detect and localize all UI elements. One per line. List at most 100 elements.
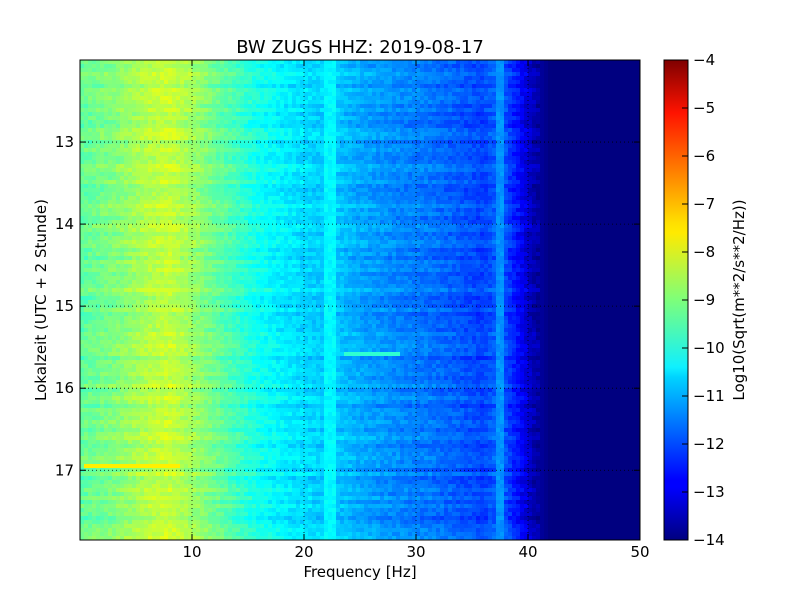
heatmap-cell: [428, 140, 433, 145]
heatmap-cell: [576, 136, 581, 141]
heatmap-cell: [592, 96, 597, 101]
heatmap-cell: [608, 144, 613, 149]
heatmap-cell: [160, 140, 165, 145]
heatmap-cell: [392, 180, 397, 185]
heatmap-cell: [420, 176, 425, 181]
heatmap-cell: [112, 188, 117, 193]
heatmap-cell: [496, 176, 501, 181]
heatmap-cell: [620, 108, 625, 113]
heatmap-cell: [516, 104, 521, 109]
heatmap-cell: [272, 72, 277, 77]
heatmap-cell: [368, 128, 373, 133]
heatmap-cell: [164, 116, 169, 121]
heatmap-cell: [556, 76, 561, 81]
heatmap-cell: [296, 88, 301, 93]
heatmap-cell: [256, 128, 261, 133]
heatmap-cell: [636, 124, 640, 129]
heatmap-cell: [604, 124, 609, 129]
heatmap-cell: [180, 108, 185, 113]
heatmap-cell: [632, 64, 637, 69]
heatmap-cell: [332, 156, 337, 161]
heatmap-cell: [376, 116, 381, 121]
heatmap-cell: [592, 148, 597, 153]
heatmap-cell: [88, 196, 93, 201]
heatmap-cell: [312, 160, 317, 165]
heatmap-cell: [300, 88, 305, 93]
heatmap-cell: [124, 188, 129, 193]
heatmap-cell: [488, 96, 493, 101]
heatmap-cell: [472, 72, 477, 77]
heatmap-cell: [404, 136, 409, 141]
heatmap-cell: [196, 64, 201, 69]
heatmap-cell: [536, 100, 541, 105]
heatmap-cell: [388, 164, 393, 169]
heatmap-cell: [608, 196, 613, 201]
heatmap-cell: [548, 168, 553, 173]
heatmap-cell: [108, 88, 113, 93]
heatmap-cell: [512, 80, 517, 85]
heatmap-cell: [488, 160, 493, 165]
heatmap-cell: [148, 84, 153, 89]
heatmap-cell: [392, 176, 397, 181]
heatmap-cell: [584, 168, 589, 173]
heatmap-cell: [132, 84, 137, 89]
heatmap-cell: [292, 152, 297, 157]
heatmap-cell: [272, 76, 277, 81]
heatmap-cell: [372, 76, 377, 81]
heatmap-cell: [556, 112, 561, 117]
heatmap-cell: [588, 100, 593, 105]
heatmap-cell: [584, 92, 589, 97]
heatmap-cell: [268, 148, 273, 153]
heatmap-cell: [384, 68, 389, 73]
heatmap-cell: [336, 192, 341, 197]
heatmap-cell: [320, 108, 325, 113]
heatmap-cell: [432, 168, 437, 173]
heatmap-cell: [92, 184, 97, 189]
heatmap-cell: [556, 156, 561, 161]
heatmap-cell: [124, 108, 129, 113]
heatmap-cell: [348, 200, 353, 205]
heatmap-cell: [408, 144, 413, 149]
heatmap-cell: [188, 184, 193, 189]
heatmap-cell: [364, 200, 369, 205]
heatmap-cell: [104, 124, 109, 129]
heatmap-cell: [324, 88, 329, 93]
heatmap-cell: [344, 196, 349, 201]
heatmap-cell: [172, 116, 177, 121]
heatmap-cell: [544, 172, 549, 177]
heatmap-cell: [304, 60, 309, 65]
heatmap-cell: [92, 88, 97, 93]
heatmap-cell: [132, 148, 137, 153]
heatmap-cell: [252, 196, 257, 201]
heatmap-cell: [308, 88, 313, 93]
heatmap-cell: [92, 60, 97, 65]
heatmap-cell: [212, 188, 217, 193]
heatmap-cell: [416, 140, 421, 145]
heatmap-cell: [184, 72, 189, 77]
heatmap-cell: [160, 100, 165, 105]
heatmap-cell: [436, 164, 441, 169]
heatmap-cell: [276, 120, 281, 125]
heatmap-cell: [596, 156, 601, 161]
heatmap-cell: [392, 140, 397, 145]
heatmap-cell: [380, 92, 385, 97]
heatmap-cell: [184, 136, 189, 141]
heatmap-cell: [588, 92, 593, 97]
heatmap-cell: [428, 88, 433, 93]
heatmap-cell: [368, 172, 373, 177]
heatmap-cell: [108, 60, 113, 65]
heatmap-cell: [160, 144, 165, 149]
heatmap-cell: [508, 148, 513, 153]
heatmap-cell: [492, 132, 497, 137]
heatmap-cell: [352, 120, 357, 125]
heatmap-cell: [604, 152, 609, 157]
heatmap-cell: [208, 160, 213, 165]
heatmap-cell: [612, 92, 617, 97]
heatmap-cell: [440, 128, 445, 133]
heatmap-cell: [552, 132, 557, 137]
heatmap-cell: [232, 60, 237, 65]
heatmap-cell: [524, 60, 529, 65]
heatmap-cell: [332, 100, 337, 105]
heatmap-cell: [460, 132, 465, 137]
heatmap-cell: [488, 144, 493, 149]
